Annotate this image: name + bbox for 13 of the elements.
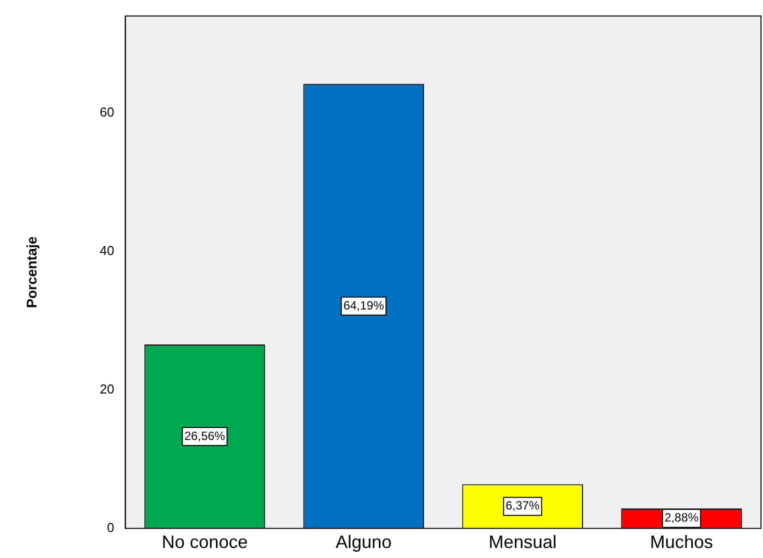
x-tick-label: Mensual	[488, 532, 557, 552]
y-tick-label: 40	[100, 243, 114, 258]
y-tick-label: 20	[100, 381, 114, 396]
x-tick-label: No conoce	[162, 532, 248, 552]
y-tick-label: 0	[107, 520, 114, 535]
x-tick-label: Alguno	[336, 532, 392, 552]
data-label: 26,56%	[184, 428, 226, 443]
x-tick-label: Muchos	[650, 532, 714, 552]
data-label: 2,88%	[664, 510, 699, 525]
data-label: 6,37%	[506, 498, 540, 513]
y-axis-title: Porcentaje	[23, 236, 40, 308]
data-label: 64,19%	[343, 298, 384, 312]
y-tick-label: 60	[100, 104, 114, 120]
